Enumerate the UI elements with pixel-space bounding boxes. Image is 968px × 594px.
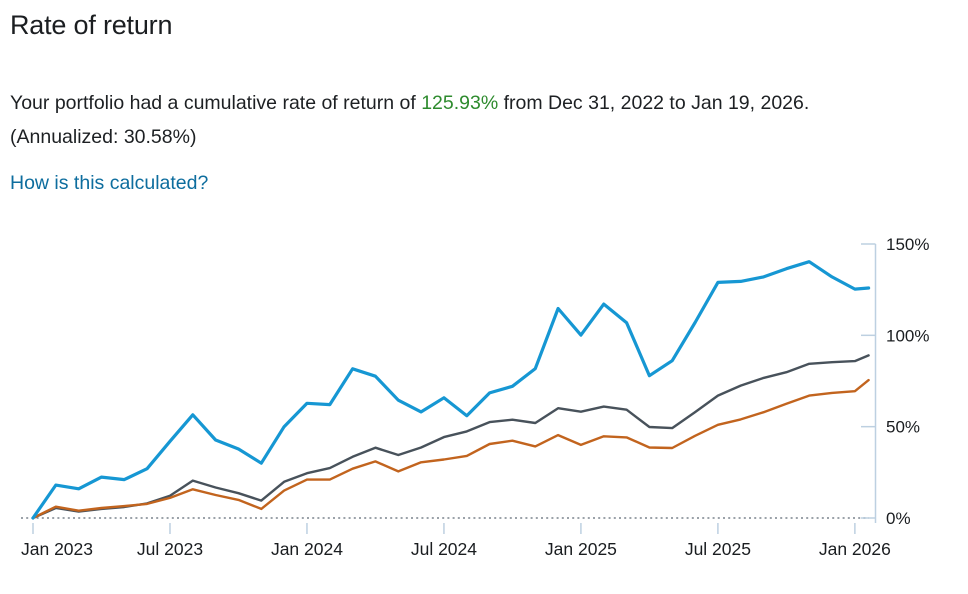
y-axis-label: 50% (886, 418, 920, 437)
y-axis-label: 0% (886, 509, 911, 528)
rate-of-return-chart-svg[interactable]: 0% 50% 100% 150% Jan 2023 Jul 2023 Jan 2024 Jul… (0, 222, 968, 567)
summary-prefix: Your portfolio had a cumulative rate of … (10, 92, 422, 114)
page-title: Rate of return (10, 10, 173, 40)
summary-suffix: from Dec 31, 2022 to Jan 19, 2026. (Annu… (10, 92, 810, 148)
gray-line (31, 354, 870, 520)
y-axis-label: 100% (886, 326, 929, 345)
orange-line (31, 378, 870, 520)
x-axis-label: Jan 2024 (271, 539, 343, 559)
summary-text: Your portfolio had a cumulative rate of … (10, 86, 890, 154)
x-axis-label: Jul 2024 (411, 539, 477, 559)
portfolio-blue-line (31, 260, 871, 520)
x-axis-label: Jan 2023 (21, 539, 93, 559)
x-axis-label: Jan 2025 (545, 539, 617, 559)
x-axis-label: Jul 2023 (137, 539, 203, 559)
x-axis-label: Jan 2026 (819, 539, 891, 559)
rate-of-return-chart[interactable]: 0% 50% 100% 150% Jan 2023 Jul 2023 Jan 2024 Jul… (0, 222, 968, 567)
how-calculated-link[interactable]: How is this calculated? (10, 172, 209, 194)
y-axis-label: 150% (886, 235, 929, 254)
cumulative-return-value: 125.93% (421, 92, 499, 114)
x-axis-label: Jul 2025 (685, 539, 751, 559)
